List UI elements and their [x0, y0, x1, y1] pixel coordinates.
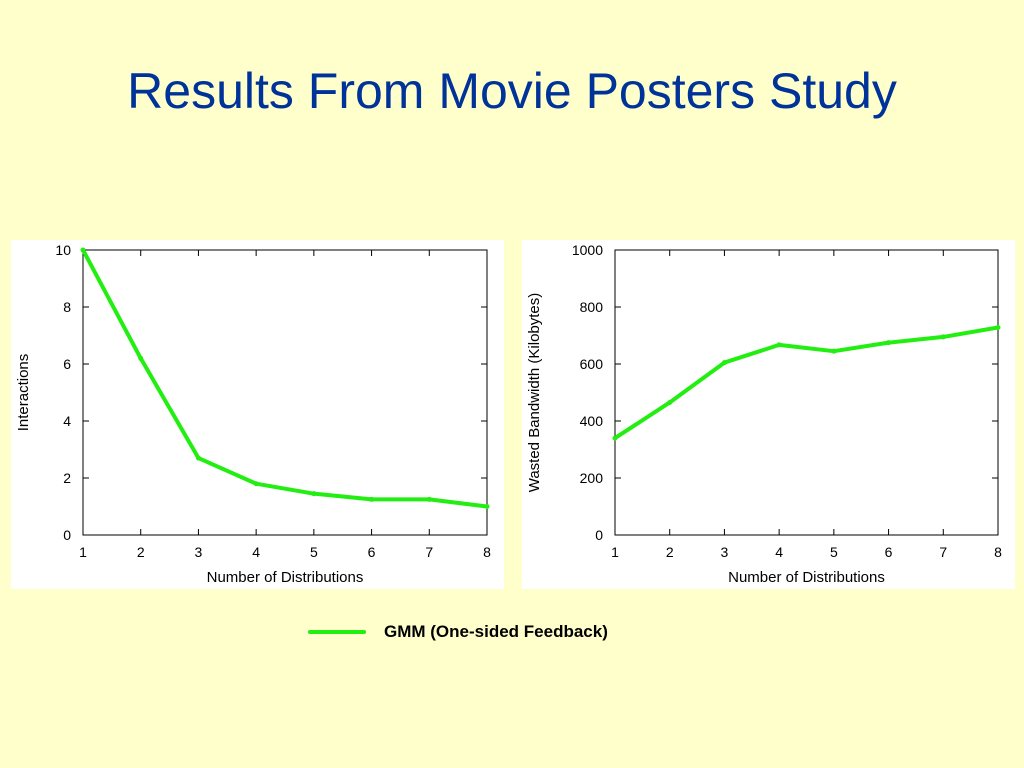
- bandwidth-y-tick-label: 200: [580, 470, 604, 486]
- bandwidth-x-tick-label: 7: [939, 544, 947, 560]
- interactions-y-tick-label: 0: [63, 527, 71, 543]
- bandwidth-x-tick-label: 1: [611, 544, 619, 560]
- interactions-x-tick-label: 5: [310, 544, 318, 560]
- bandwidth-data-point: [886, 340, 892, 346]
- bandwidth-data-point: [995, 325, 1001, 331]
- interactions-data-point: [138, 355, 144, 361]
- interactions-data-point: [195, 455, 201, 461]
- slide-title: Results From Movie Posters Study: [127, 63, 897, 119]
- interactions-plot-frame: [82, 249, 488, 536]
- bandwidth-data-point: [612, 435, 618, 441]
- interactions-chart-panel: 1 2 3 4 5 6 7 8 0 2 4 6 8 10 Number of Distributions In…: [11, 240, 504, 589]
- bandwidth-data-point: [831, 348, 837, 354]
- interactions-x-tick-label: 3: [195, 544, 203, 560]
- interactions-data-point: [80, 247, 86, 253]
- interactions-data-point: [426, 496, 432, 502]
- interactions-y-tick-label: 4: [63, 413, 71, 429]
- interactions-y-axis-label: Interactions: [15, 354, 32, 432]
- bandwidth-x-axis-label: Number of Distributions: [728, 569, 885, 586]
- interactions-x-tick-label: 8: [483, 544, 491, 560]
- interactions-y-tick-label: 10: [55, 242, 71, 258]
- bandwidth-y-tick-label: 800: [580, 299, 604, 315]
- interactions-x-tick-label: 4: [252, 544, 260, 560]
- interactions-data-point: [369, 496, 375, 502]
- bandwidth-x-tick-label: 3: [721, 544, 729, 560]
- bandwidth-data-point: [667, 399, 673, 405]
- bandwidth-data-point: [721, 360, 727, 366]
- bandwidth-x-tick-label: 4: [775, 544, 783, 560]
- interactions-x-tick-label: 2: [137, 544, 145, 560]
- bandwidth-data-point: [776, 342, 782, 348]
- legend-swatch: [308, 630, 366, 634]
- bandwidth-y-tick-label: 600: [580, 356, 604, 372]
- interactions-y-tick-label: 2: [63, 470, 71, 486]
- interactions-x-axis-label: Number of Distributions: [207, 569, 364, 586]
- interactions-y-tick-label: 8: [63, 299, 71, 315]
- bandwidth-x-tick-label: 2: [666, 544, 674, 560]
- interactions-x-tick-label: 7: [425, 544, 433, 560]
- interactions-data-point: [311, 491, 317, 497]
- interactions-data-point: [253, 481, 259, 487]
- bandwidth-y-tick-label: 0: [595, 527, 603, 543]
- interactions-x-tick-label: 1: [79, 544, 87, 560]
- bandwidth-x-tick-label: 8: [994, 544, 1002, 560]
- interactions-chart: 1 2 3 4 5 6 7 8 0 2 4 6 8 10 Number of Distributions In…: [15, 242, 491, 586]
- bandwidth-data-point: [940, 334, 946, 340]
- interactions-data-point: [484, 504, 490, 509]
- interactions-series-line: [81, 248, 489, 509]
- bandwidth-x-tick-label: 6: [885, 544, 893, 560]
- bandwidth-chart-panel: 1 2 3 4 5 6 7 8 0 200 400 600 800 1000 Number of Distr…: [522, 240, 1015, 589]
- bandwidth-x-tick-label: 5: [830, 544, 838, 560]
- bandwidth-y-tick-label: 400: [580, 413, 604, 429]
- chart-legend: GMM (One-sided Feedback): [308, 620, 608, 644]
- interactions-x-tick-label: 6: [368, 544, 376, 560]
- bandwidth-series-line: [613, 325, 1000, 441]
- bandwidth-chart: 1 2 3 4 5 6 7 8 0 200 400 600 800 1000 Number of Distr…: [526, 242, 1002, 586]
- legend-label: GMM (One-sided Feedback): [384, 622, 608, 641]
- bandwidth-y-tick-label: 1000: [572, 242, 603, 258]
- bandwidth-plot-frame: [614, 249, 999, 536]
- interactions-y-tick-label: 6: [63, 356, 71, 372]
- bandwidth-y-axis-label: Wasted Bandwidth (Kilobytes): [526, 293, 543, 493]
